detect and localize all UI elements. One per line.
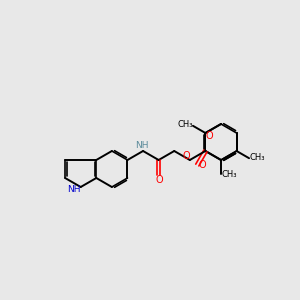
Text: CH₃: CH₃ [221,170,237,179]
Text: O: O [206,131,213,141]
Text: O: O [156,175,164,185]
Text: O: O [182,151,190,161]
Text: O: O [199,160,206,170]
Text: NH: NH [135,142,149,151]
Text: CH₃: CH₃ [249,153,265,162]
Text: NH: NH [67,185,80,194]
Text: CH₃: CH₃ [177,120,193,129]
